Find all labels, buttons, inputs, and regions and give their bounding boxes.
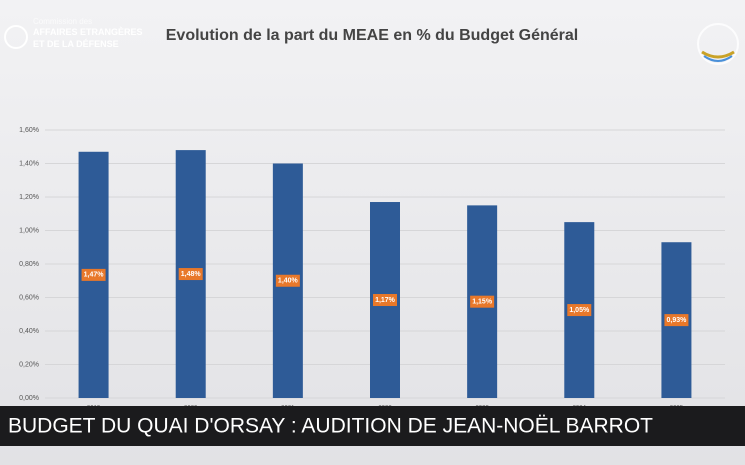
chart-title: Evolution de la part du MEAE en % du Bud… <box>166 27 578 44</box>
y-tick-label: 0,60% <box>19 294 39 301</box>
logo-text: ET DE LA DÉFENSE <box>33 39 119 49</box>
value-label-box <box>81 268 106 281</box>
banner-bar <box>0 406 745 446</box>
logo-text: Commission des <box>33 17 92 26</box>
y-tick-label: 0,00% <box>19 395 39 402</box>
y-tick-label: 0,40% <box>19 328 39 335</box>
value-label-box <box>567 304 592 317</box>
y-tick-label: 1,60% <box>19 127 39 134</box>
logo: Commission des AFFAIRES ETRANGÈRES ET DE… <box>4 17 143 49</box>
value-label-box <box>664 314 689 327</box>
value-label-box <box>470 295 495 308</box>
value-label: 1,05% <box>569 307 590 314</box>
value-label-box <box>373 294 397 307</box>
value-label: 1,48% <box>181 271 202 278</box>
value-label: 1,40% <box>278 278 299 285</box>
y-tick-label: 0,20% <box>19 361 39 368</box>
value-label: 0,93% <box>666 317 687 324</box>
logo-text: AFFAIRES ETRANGÈRES <box>33 27 143 37</box>
value-label: 1,47% <box>84 272 105 279</box>
y-tick-label: 0,80% <box>19 261 39 268</box>
y-tick-label: 1,00% <box>19 227 39 234</box>
logo-emblem <box>4 25 28 49</box>
y-tick-label: 1,40% <box>19 160 39 167</box>
plot: 0,00% 0,20% 0,40% 0,60% 0,80% 1,00% 1,20% 1,40%… <box>19 127 725 412</box>
broadcaster-logo <box>697 23 739 65</box>
y-tick-label: 1,20% <box>19 194 39 201</box>
value-label-box <box>178 268 203 281</box>
banner-text: BUDGET DU QUAI D'ORSAY : AUDITION DE JEA… <box>8 415 653 438</box>
value-label-box <box>275 274 300 287</box>
value-label: 1,17% <box>375 297 396 304</box>
value-label: 1,15% <box>472 299 493 306</box>
